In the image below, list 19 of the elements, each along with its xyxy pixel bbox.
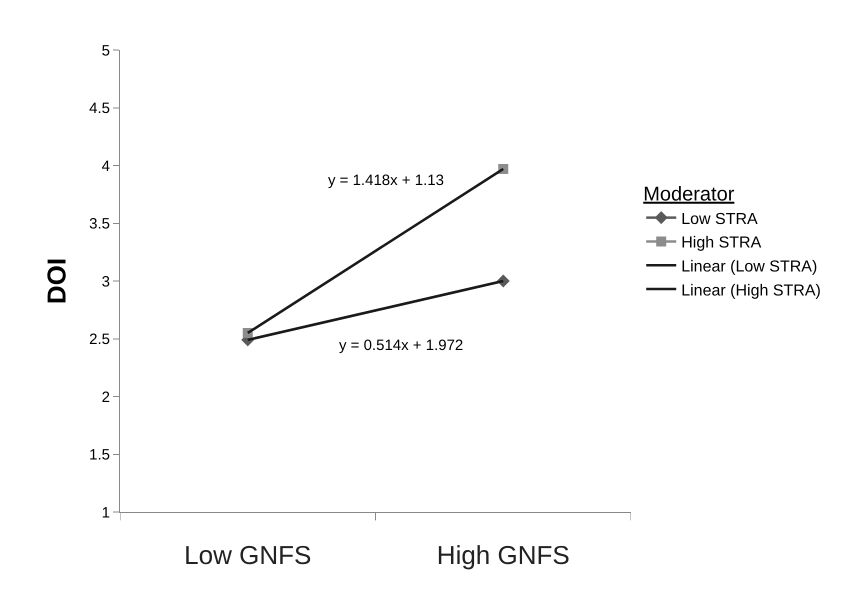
y-tick-label: 3.5 bbox=[89, 216, 110, 232]
legend-title: Moderator bbox=[643, 184, 735, 206]
y-tick-label: 1.5 bbox=[89, 446, 110, 464]
y-tick-label: 5 bbox=[102, 42, 110, 60]
legend-label: Linear (Low STRA) bbox=[681, 258, 818, 276]
y-tick-label: 2 bbox=[102, 388, 110, 406]
legend-label: High STRA bbox=[681, 234, 762, 252]
annotation: y = 0.514x + 1.972 bbox=[339, 337, 464, 354]
x-tick-label: Low GNFS bbox=[184, 540, 312, 570]
y-axis-title: DOI bbox=[42, 258, 72, 304]
annotation: y = 1.418x + 1.13 bbox=[328, 172, 444, 189]
y-tick-label: 1 bbox=[102, 504, 110, 522]
legend-label: Linear (High STRA) bbox=[681, 282, 821, 300]
y-tick-label: 4 bbox=[102, 158, 110, 175]
x-tick-label: High GNFS bbox=[436, 540, 570, 570]
y-tick-label: 4.5 bbox=[89, 100, 110, 117]
y-tick-label: 2.5 bbox=[89, 331, 110, 348]
y-tick-label: 3 bbox=[102, 273, 110, 290]
legend-label: Low STRA bbox=[681, 210, 758, 228]
